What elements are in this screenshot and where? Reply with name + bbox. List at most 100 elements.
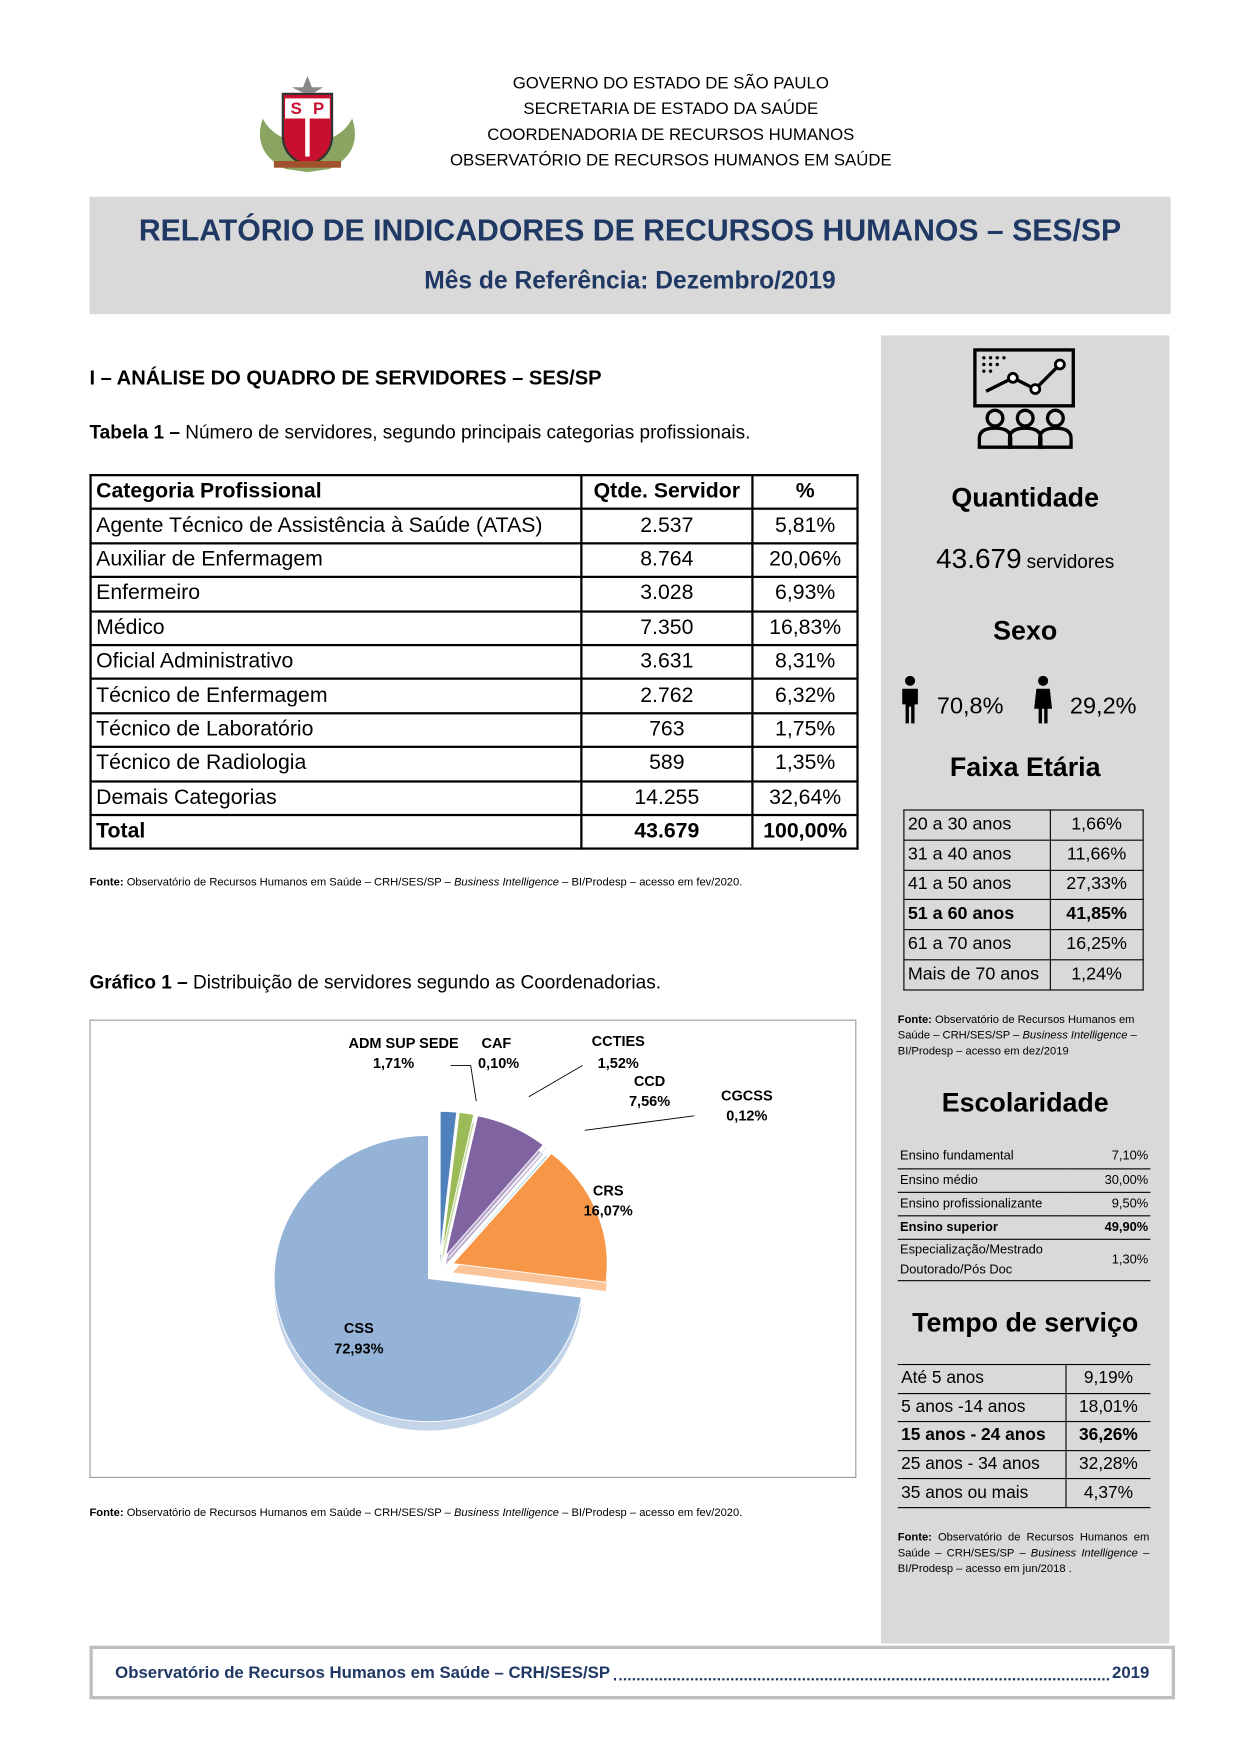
source-end: – BI/Prodesp – acesso em fev/2020.: [559, 1507, 743, 1520]
source-label: Fonte:: [897, 1531, 932, 1544]
table-cell: 2.537: [579, 507, 754, 545]
caption-label: Gráfico 1 –: [89, 971, 188, 993]
pie-value-label: 0,12%: [726, 1109, 767, 1125]
pie-category-label: CCD: [634, 1074, 665, 1090]
table-cell: 9,50%: [1068, 1191, 1151, 1216]
table-row: Agente Técnico de Assistência à Saúde (A…: [89, 507, 859, 545]
pie-slice-side: [448, 1155, 548, 1267]
table-row: 31 a 40 anos 11,66%: [903, 839, 1144, 871]
table-row: 61 a 70 anos 16,25%: [903, 929, 1144, 961]
table-cell: 3.631: [579, 643, 754, 681]
pie-value-label: 16,07%: [584, 1204, 633, 1220]
table-cell: 1,24%: [1049, 959, 1144, 991]
pie-category-label: CCTIES: [592, 1034, 646, 1050]
table-cell: 1,66%: [1049, 809, 1144, 841]
source-end: – BI/Prodesp – acesso em dez/2019: [897, 1029, 1137, 1058]
table-cell: 1,30%: [1068, 1238, 1151, 1281]
chart-box: ADM SUP SEDE 1,71% CAF 0,10% CCTIES 1,52% CCD 7…: [89, 1019, 857, 1478]
source-note: Fonte: Observatório de Recursos Humanos …: [898, 1531, 1150, 1578]
pie-category-label: CGCSS: [721, 1089, 773, 1105]
table-row: 41 a 50 anos 27,33%: [903, 869, 1144, 901]
table-cell: Oficial Administrativo: [89, 643, 582, 681]
table-row: 15 anos - 24 anos 36,26%: [897, 1421, 1151, 1451]
sidebar-table: 20 a 30 anos 1,66% 31 a 40 anos 11,66% 41 a …: [903, 809, 1144, 991]
table-row: Ensino profissionalizante 9,50%: [897, 1191, 1151, 1216]
table-cell: Ensino superior: [897, 1215, 1069, 1240]
leader-line: [584, 1115, 695, 1131]
source-note: Fonte: Observatório de Recursos Humanos …: [89, 875, 742, 891]
header-line: COORDENADORIA DE RECURSOS HUMANOS: [487, 125, 855, 145]
male-icon: [902, 675, 918, 724]
table-cell: 1,75%: [751, 711, 859, 749]
svg-text:P: P: [313, 99, 324, 118]
table-row: Auxiliar de Enfermagem 8.764 20,06%: [89, 541, 859, 579]
pie-value-label: 7,56%: [629, 1094, 670, 1110]
table-row: Técnico de Laboratório 763 1,75%: [89, 711, 859, 749]
pie-category-label: CSS: [344, 1321, 374, 1337]
logo: S P: [259, 76, 355, 173]
quantity-value: 43.679: [936, 543, 1022, 575]
pie-slice: [448, 1146, 548, 1258]
table-cell: Demais Categorias: [89, 779, 582, 817]
report-title: RELATÓRIO DE INDICADORES DE RECURSOS HUM…: [138, 213, 1122, 248]
female-icon: [1034, 675, 1053, 724]
table-cell: Até 5 anos: [897, 1363, 1066, 1394]
pie-slice-side: [441, 1121, 474, 1264]
table-cell: Enfermeiro: [89, 575, 582, 613]
table-cell: Ensino profissionalizante: [897, 1191, 1069, 1216]
male-percent: 70,8%: [936, 693, 1004, 719]
section-title: I – ANÁLISE DO QUADRO DE SERVIDORES – SE…: [89, 366, 602, 390]
table-row: 20 a 30 anos 1,66%: [903, 809, 1144, 841]
pie-category-label: CAF: [481, 1036, 511, 1052]
header-line: GOVERNO DO ESTADO DE SÃO PAULO: [512, 73, 829, 93]
source-note: Fonte: Observatório de Recursos Humanos …: [89, 1506, 742, 1522]
footer-year: 2019: [1111, 1663, 1150, 1683]
table-cell: 51 a 60 anos: [903, 899, 1051, 931]
table-cell: Total: [89, 813, 582, 851]
svg-text:S: S: [291, 99, 302, 118]
pie-category-label: CRS: [593, 1184, 624, 1200]
table-row: Ensino superior 49,90%: [897, 1215, 1151, 1240]
table-row: 5 anos -14 anos 18,01%: [897, 1392, 1151, 1423]
table-row: 25 anos - 34 anos 32,28%: [897, 1449, 1151, 1480]
table-row: 35 anos ou mais 4,37%: [897, 1478, 1151, 1509]
table-cell: 6,93%: [751, 575, 859, 613]
table-cell: Médico: [89, 609, 582, 647]
table-cell: 11,66%: [1049, 839, 1144, 871]
table-cell: 32,64%: [751, 779, 859, 817]
source-text: Observatório de Recursos Humanos em Saúd…: [123, 1507, 454, 1520]
table-cell: Técnico de Radiologia: [89, 745, 582, 783]
table-cell: 9,19%: [1065, 1363, 1151, 1394]
table-cell: Especialização/Mestrado Doutorado/Pós Do…: [897, 1238, 1069, 1281]
leader-line: [450, 1065, 477, 1102]
table-cell: 41 a 50 anos: [903, 869, 1051, 901]
table-cell: 589: [579, 745, 754, 783]
caption-label: Tabela 1 –: [89, 421, 180, 443]
table-cell: 20 a 30 anos: [903, 809, 1051, 841]
table-cell: 31 a 40 anos: [903, 839, 1051, 871]
table-cell: 36,26%: [1065, 1421, 1151, 1451]
table-cell: 16,83%: [751, 609, 859, 647]
pie-value-label: 1,52%: [598, 1056, 639, 1072]
source-label: Fonte:: [89, 1507, 124, 1520]
sidebar-heading: Faixa Etária: [949, 752, 1101, 783]
pie-chart: ADM SUP SEDE 1,71% CAF 0,10% CCTIES 1,52% CCD 7…: [273, 1034, 773, 1431]
table-cell: 5,81%: [751, 507, 859, 545]
source-label: Fonte:: [897, 1014, 932, 1027]
source-text: Observatório de Recursos Humanos em Saúd…: [897, 1531, 1150, 1560]
header-line: OBSERVATÓRIO DE RECURSOS HUMANOS EM SAÚD…: [449, 150, 892, 170]
table-row: Categoria Profissional Qtde. Servidor%: [89, 474, 859, 511]
table-cell: 2.762: [579, 677, 754, 715]
table-cell: Qtde. Servidor: [579, 474, 754, 511]
table-cell: 5 anos -14 anos: [897, 1392, 1066, 1423]
quantity-unit: servidores: [1026, 551, 1115, 573]
table-cell: 15 anos - 24 anos: [897, 1421, 1066, 1451]
table-cell: Categoria Profissional: [89, 474, 582, 511]
source-text: Observatório de Recursos Humanos em Saúd…: [123, 876, 454, 889]
table-cell: 100,00%: [751, 813, 859, 851]
source-label: Fonte:: [89, 876, 124, 889]
table-cell: 8,31%: [751, 643, 859, 681]
table-cell: Ensino fundamental: [897, 1144, 1069, 1169]
table-row: Técnico de Radiologia 589 1,35%: [89, 745, 859, 783]
